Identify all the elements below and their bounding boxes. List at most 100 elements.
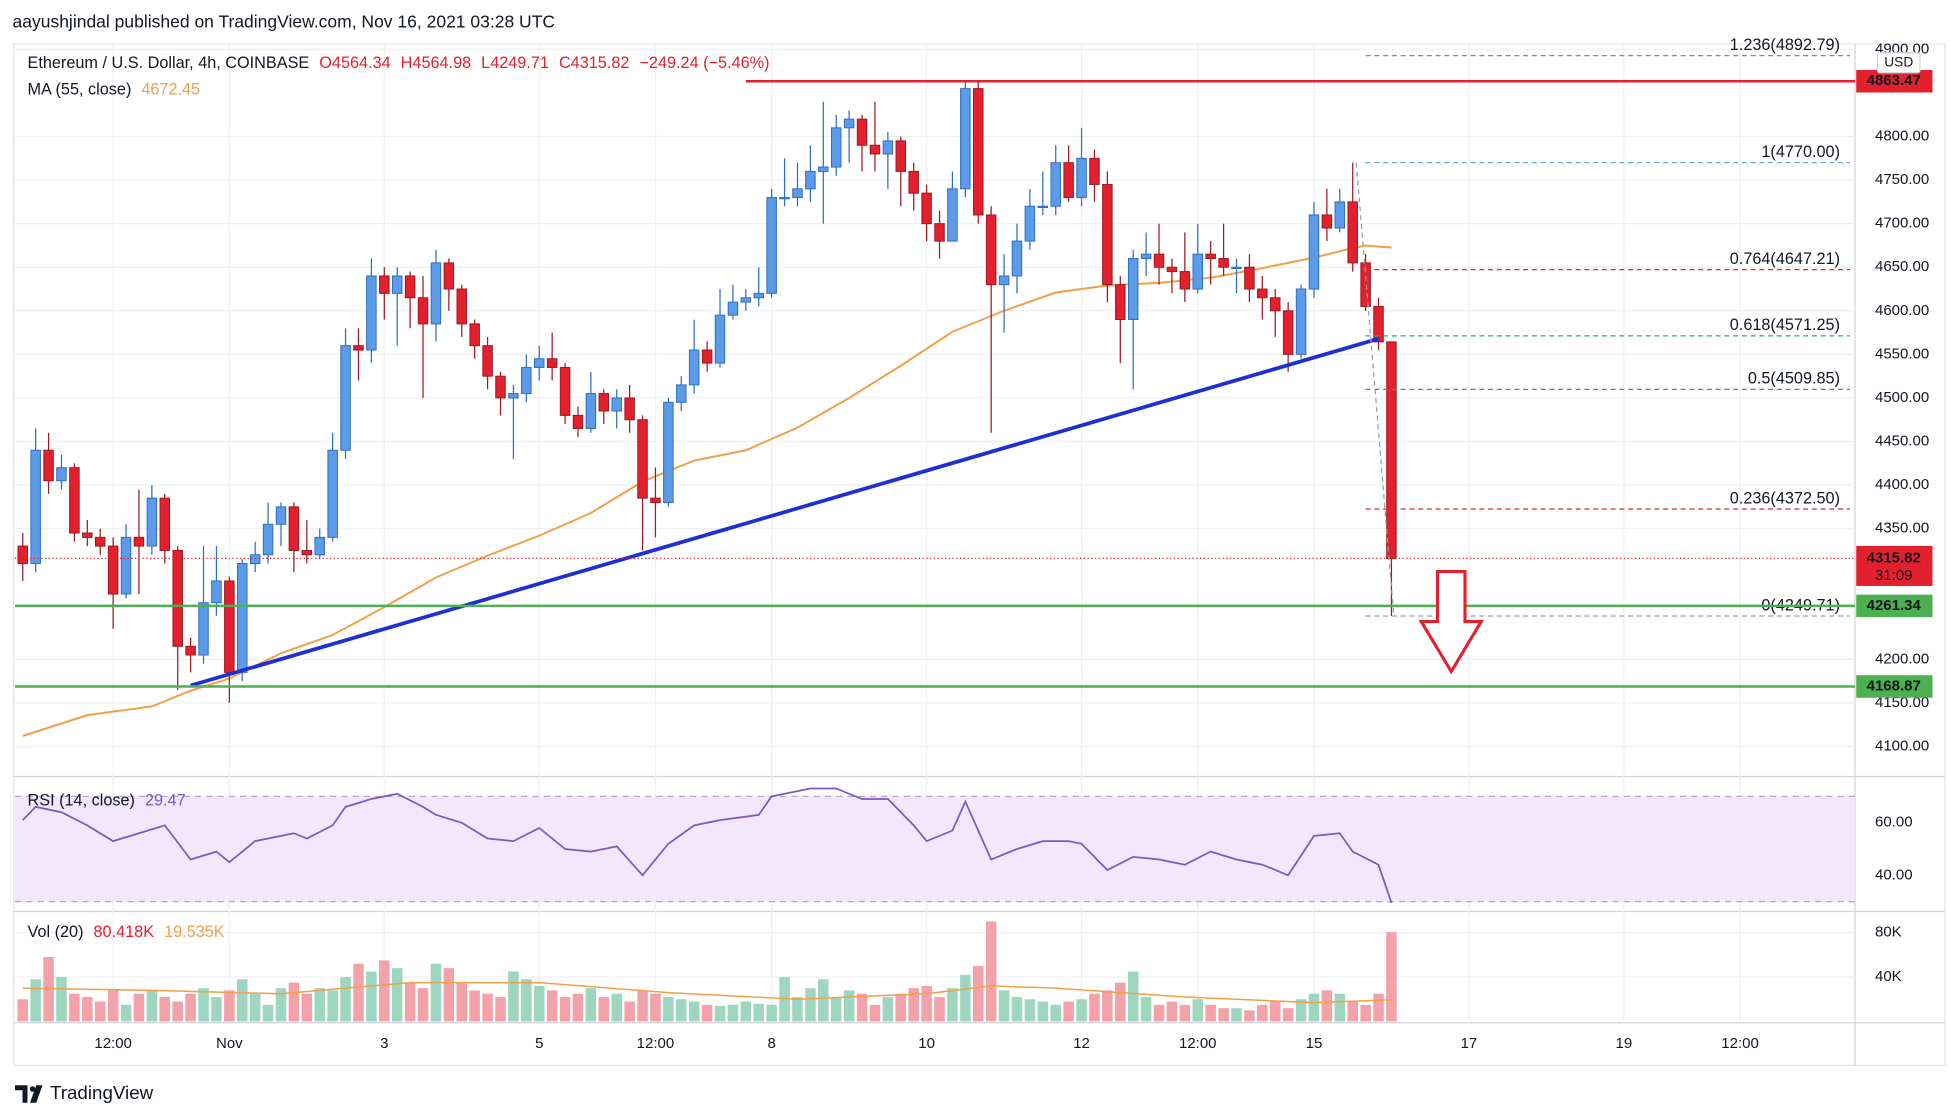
volume-bar bbox=[443, 968, 455, 1022]
volume-bar bbox=[301, 993, 313, 1022]
brand-logo bbox=[15, 1085, 43, 1103]
volume-bar bbox=[1192, 999, 1204, 1022]
volume-bar bbox=[1244, 1010, 1255, 1022]
volume-bar bbox=[198, 988, 209, 1022]
volume-bar bbox=[237, 979, 248, 1022]
candle-body bbox=[288, 506, 300, 551]
volume-bar bbox=[1360, 1004, 1371, 1022]
candle-body bbox=[1347, 201, 1358, 264]
y-tick-label: 4750.00 bbox=[1875, 171, 1929, 188]
volume-bar bbox=[637, 990, 648, 1022]
x-tick-label: 5 bbox=[535, 1035, 543, 1052]
x-tick-label: Nov bbox=[216, 1035, 243, 1052]
candle-body bbox=[1295, 288, 1307, 355]
candle-body bbox=[921, 192, 932, 225]
volume-bar bbox=[120, 1004, 132, 1022]
candle-body bbox=[508, 393, 519, 399]
volume-bar bbox=[146, 990, 158, 1022]
candle-body bbox=[1102, 183, 1113, 286]
y-tick-label: 4550.00 bbox=[1875, 345, 1929, 362]
candle-body bbox=[198, 602, 209, 656]
fib-anchor-line bbox=[1355, 162, 1395, 616]
level-label: 4168.87 bbox=[1867, 677, 1921, 694]
y-tick-label: 4600.00 bbox=[1875, 302, 1929, 319]
x-tick-label: 12:00 bbox=[1179, 1035, 1217, 1052]
candle-body bbox=[314, 536, 325, 556]
candle-body bbox=[766, 197, 777, 294]
candle-body bbox=[1386, 341, 1397, 559]
volume-bar bbox=[275, 988, 287, 1022]
candle-body bbox=[869, 144, 881, 155]
volume-bar bbox=[1166, 1001, 1178, 1022]
volume-bar bbox=[1231, 1008, 1242, 1022]
volume-bar bbox=[1205, 1004, 1216, 1022]
candle-body bbox=[1308, 214, 1320, 290]
y-tick-label: 4150.00 bbox=[1875, 694, 1929, 711]
ohlc-high: H4564.98 bbox=[401, 54, 471, 72]
volume-bar bbox=[921, 985, 932, 1022]
volume-bar bbox=[69, 993, 80, 1022]
candle-body bbox=[1166, 266, 1178, 273]
volume-bar bbox=[818, 979, 829, 1022]
y-tick-label: 80K bbox=[1875, 924, 1902, 941]
candle-body bbox=[985, 214, 997, 286]
ohlc-low: L4249.71 bbox=[481, 54, 549, 72]
candle-body bbox=[585, 393, 597, 429]
candle-body bbox=[1127, 258, 1139, 321]
volume-bar bbox=[482, 993, 493, 1022]
candle-body bbox=[262, 523, 274, 556]
level-label-box bbox=[1856, 69, 1933, 93]
x-tick-label: 10 bbox=[918, 1035, 935, 1052]
volume-bar bbox=[1218, 1008, 1229, 1022]
x-tick-label: 19 bbox=[1616, 1035, 1633, 1052]
y-tick-label: 40K bbox=[1875, 968, 1902, 985]
volume-bar bbox=[766, 1004, 777, 1022]
y-tick-label: 4650.00 bbox=[1875, 258, 1929, 275]
candle-body bbox=[1192, 253, 1204, 290]
volume-bar bbox=[998, 990, 1010, 1022]
volume-bar bbox=[843, 990, 855, 1022]
volume-bar bbox=[895, 993, 907, 1022]
x-tick-label: 8 bbox=[767, 1035, 775, 1052]
last-price-box bbox=[1856, 545, 1933, 586]
candle-body bbox=[482, 345, 493, 377]
candle-body bbox=[1282, 310, 1294, 355]
volume-bar bbox=[456, 982, 468, 1022]
volume-bar bbox=[417, 988, 429, 1022]
volume-bar bbox=[1308, 993, 1320, 1022]
rsi-line bbox=[22, 787, 1393, 904]
candle-body bbox=[159, 497, 171, 551]
ma-legend: MA (55, close) 4672.45 bbox=[28, 81, 201, 99]
volume-bar bbox=[340, 977, 351, 1022]
volume-bar bbox=[133, 993, 145, 1022]
currency: USD bbox=[1884, 54, 1913, 69]
logo-dot bbox=[29, 1086, 36, 1092]
candle-body bbox=[391, 275, 403, 294]
candle-body bbox=[456, 288, 468, 325]
volume-bar bbox=[17, 999, 28, 1022]
candle-body bbox=[856, 118, 868, 146]
volume-bar bbox=[1102, 990, 1113, 1022]
volume-bar bbox=[379, 960, 390, 1022]
candle-body bbox=[1360, 262, 1371, 307]
volume-bar bbox=[404, 982, 416, 1022]
volume-bar bbox=[960, 974, 971, 1022]
candle-body bbox=[1244, 266, 1255, 290]
candle-body bbox=[1231, 266, 1242, 269]
down-arrow bbox=[1418, 569, 1485, 675]
candle-body bbox=[688, 349, 700, 386]
candle-body bbox=[1321, 214, 1333, 229]
candle-body bbox=[56, 467, 67, 482]
volume-bar bbox=[947, 988, 958, 1022]
volume-bar bbox=[327, 990, 338, 1022]
y-tick-label: 4800.00 bbox=[1875, 128, 1929, 145]
candle-body bbox=[572, 414, 584, 429]
y-tick-label: 4450.00 bbox=[1875, 432, 1929, 449]
fib-label: 1.236(4892.79) bbox=[1730, 36, 1840, 54]
candle-body bbox=[998, 275, 1010, 286]
candle-body bbox=[495, 375, 506, 399]
volume-bar bbox=[366, 971, 377, 1022]
candle-body bbox=[1024, 205, 1036, 242]
candle-body bbox=[1140, 253, 1152, 260]
